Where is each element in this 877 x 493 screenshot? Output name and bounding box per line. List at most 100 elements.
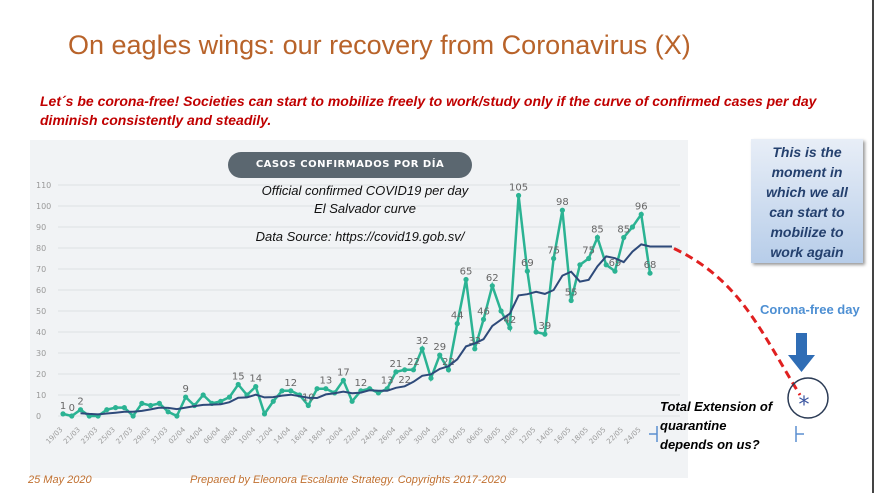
data-label: 0 [69, 403, 75, 414]
data-label: 12 [284, 378, 297, 389]
daily-point [603, 262, 609, 268]
daily-point [323, 386, 329, 392]
x-tick-label: 08/04 [220, 425, 240, 445]
daily-point [121, 405, 127, 411]
daily-point [156, 400, 162, 406]
extension-line: quarantine [660, 418, 727, 433]
daily-point [165, 409, 171, 415]
down-arrow-icon [788, 355, 815, 372]
daily-point [445, 367, 452, 373]
daily-point [402, 367, 408, 373]
x-tick-label: 21/03 [62, 426, 82, 446]
data-label: 96 [635, 201, 648, 212]
x-tick-label: 06/04 [202, 425, 222, 445]
data-label: 21 [390, 359, 403, 370]
daily-point [507, 325, 513, 331]
data-label: 46 [477, 306, 490, 317]
chart-header: CASOS CONFIRMADOS POR DÍA [228, 152, 472, 178]
y-tick-label: 100 [36, 202, 51, 211]
x-tick-label: 24/05 [623, 426, 643, 446]
data-label: 17 [337, 367, 350, 378]
extension-line: Total Extension of [660, 399, 773, 414]
x-tick-label: 16/04 [290, 425, 310, 445]
data-label: 85 [617, 225, 630, 236]
data-label: 22 [442, 357, 455, 368]
asterisk-icon: * [799, 393, 810, 418]
y-tick-label: 30 [36, 349, 46, 358]
data-label: 98 [556, 197, 569, 208]
daily-point [235, 381, 241, 388]
data-label: 32 [468, 336, 481, 347]
slide-subtitle: Let´s be corona-free! Societies can star… [40, 93, 817, 128]
chart-note-line2: El Salvador curve [314, 201, 416, 216]
data-label: 68 [644, 260, 657, 271]
y-tick-label: 10 [36, 391, 46, 400]
data-label: 69 [521, 258, 534, 269]
daily-point [112, 405, 119, 411]
x-tick-label: 27/03 [115, 426, 135, 446]
y-tick-label: 40 [36, 328, 46, 337]
y-tick-label: 20 [36, 370, 46, 379]
daily-point [279, 388, 285, 394]
corona-free-circle [787, 377, 829, 419]
daily-point [305, 402, 311, 409]
daily-point [288, 388, 294, 394]
x-tick-label: 04/04 [185, 425, 205, 445]
x-tick-label: 14/05 [535, 426, 555, 446]
x-tick-label: 26/04 [377, 425, 397, 445]
data-label: 75 [547, 246, 560, 257]
x-tick-label: 02/05 [430, 426, 450, 446]
daily-point [226, 394, 233, 400]
callout-box: This is the moment in which we all can s… [751, 139, 863, 263]
data-label: 69 [609, 258, 622, 269]
data-source: Data Source: https://covid19.gob.sv/ [255, 229, 465, 244]
data-label: 105 [509, 183, 528, 194]
data-label: 22 [407, 357, 420, 368]
daily-point [349, 398, 355, 404]
y-tick-label: 90 [36, 223, 46, 232]
data-label: 75 [582, 246, 595, 257]
data-label: 62 [486, 273, 499, 284]
chart-background [30, 140, 688, 478]
daily-point [542, 331, 548, 337]
projection-dashed-curve [673, 247, 802, 396]
data-label: 42 [503, 315, 516, 326]
daily-point [419, 346, 425, 352]
daily-point [77, 407, 84, 413]
data-label: 13 [381, 376, 394, 387]
daily-point [515, 192, 522, 199]
x-tick-label: 28/04 [395, 425, 415, 445]
daily-point [454, 321, 460, 327]
x-tick-label: 20/05 [588, 426, 608, 446]
daily-point [130, 413, 136, 419]
daily-point [261, 411, 268, 417]
daily-point [437, 352, 443, 358]
daily-point [69, 413, 75, 419]
data-label: 1 [60, 401, 66, 412]
x-tick-label: 22/05 [605, 426, 625, 446]
corona-free-label: Corona-free day [760, 302, 860, 317]
daily-point [629, 224, 636, 230]
data-label: 15 [232, 372, 245, 383]
y-tick-label: 50 [36, 307, 46, 316]
daily-point [524, 268, 530, 274]
daily-point [340, 377, 346, 383]
x-tick-label: 23/03 [80, 426, 100, 446]
daily-point [253, 384, 259, 390]
extension-text: Total Extension of quarantine depends on… [660, 397, 772, 454]
x-tick-label: 24/04 [360, 425, 380, 445]
chart-note-line1: Official confirmed COVID19 per day [261, 183, 469, 198]
y-tick-label: 110 [36, 181, 51, 190]
x-tick-label: 08/05 [483, 426, 503, 446]
data-label: 14 [249, 374, 262, 385]
slide-border [872, 0, 874, 493]
x-tick-label: 22/04 [342, 425, 362, 445]
daily-point [148, 402, 154, 409]
x-tick-label: 18/04 [307, 425, 327, 445]
daily-point [139, 400, 145, 406]
x-tick-label: 12/04 [255, 425, 275, 445]
daily-point [577, 262, 583, 268]
daily-point [586, 255, 592, 262]
x-tick-label: 04/05 [447, 426, 467, 446]
